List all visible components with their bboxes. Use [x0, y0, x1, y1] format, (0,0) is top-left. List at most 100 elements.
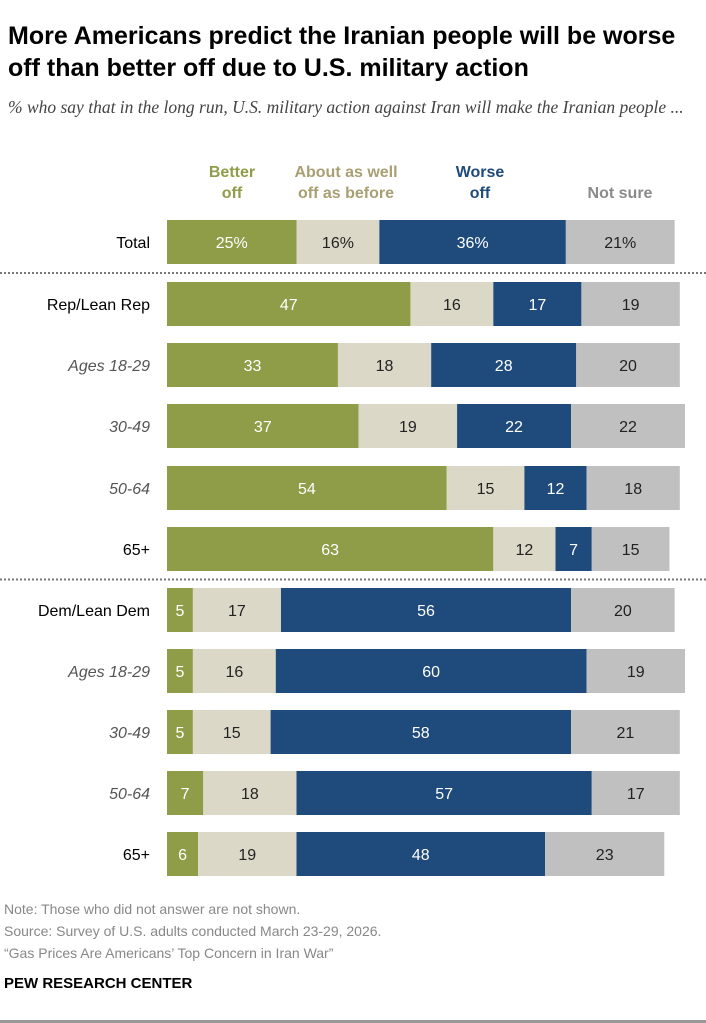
- category-label: Ages 18-29: [67, 358, 150, 375]
- data-label: 12: [547, 481, 565, 498]
- category-label: Total: [116, 235, 150, 252]
- data-label: 17: [627, 786, 645, 803]
- bar-segment: [167, 466, 447, 510]
- bar-segment: [545, 832, 665, 876]
- data-label: 20: [614, 603, 632, 620]
- chart-subtitle: % who say that in the long run, U.S. mil…: [8, 97, 684, 117]
- bar-segment: [167, 527, 494, 571]
- data-label: 5: [175, 725, 184, 742]
- category-label: Dem/Lean Dem: [38, 603, 150, 620]
- data-label: 22: [619, 419, 637, 436]
- source-text: Source: Survey of U.S. adults conducted …: [4, 923, 382, 939]
- bar-segment: [167, 710, 193, 754]
- data-label: 15: [223, 725, 241, 742]
- data-label: 60: [422, 664, 440, 681]
- bar-segment: [493, 527, 556, 571]
- bar-segment: [457, 404, 572, 448]
- legend-label: Worse: [455, 164, 505, 181]
- data-label: 19: [238, 847, 256, 864]
- bar-segment: [275, 649, 587, 693]
- bar-segment: [192, 710, 271, 754]
- data-label: 54: [298, 481, 316, 498]
- data-label: 47: [280, 297, 298, 314]
- data-label: 7: [569, 542, 578, 559]
- data-label: 7: [181, 786, 190, 803]
- bar-segment: [571, 404, 685, 448]
- category-label: 65+: [123, 542, 150, 559]
- bar-segment: [270, 710, 572, 754]
- data-label: 19: [627, 664, 645, 681]
- bar-segment: [296, 832, 546, 876]
- bottom-divider: [0, 1020, 706, 1023]
- data-label: 37: [254, 419, 272, 436]
- data-label: 17: [228, 603, 246, 620]
- category-label: Ages 18-29: [67, 664, 150, 681]
- bar-segment: [280, 588, 572, 632]
- data-label: 12: [516, 542, 534, 559]
- data-label: 18: [241, 786, 259, 803]
- note-text: Note: Those who did not answer are not s…: [4, 901, 301, 917]
- legend-item: Not sure: [550, 162, 690, 204]
- pew-logo-text: PEW RESEARCH CENTER: [4, 975, 193, 992]
- legend-label: Not sure: [587, 185, 653, 202]
- stacked-bar-chart: Total 25% 16% 36% 21% Rep/Lean Rep 47 16 17 19 Age…: [0, 220, 706, 876]
- data-label: 19: [622, 297, 640, 314]
- legend-label: About as well: [294, 164, 398, 181]
- bar-segment: [296, 771, 592, 815]
- bar-segment: [358, 404, 458, 448]
- data-label: 21: [617, 725, 635, 742]
- legend-item: About as well off as before: [276, 162, 416, 204]
- category-label: Rep/Lean Rep: [47, 297, 150, 314]
- bar-segment: [586, 649, 685, 693]
- data-label: 18: [376, 358, 394, 375]
- bar-segment: [555, 527, 592, 571]
- bar-segment: [167, 649, 193, 693]
- data-label: 57: [435, 786, 453, 803]
- data-label: 17: [528, 297, 546, 314]
- legend-item: Better off: [162, 162, 302, 204]
- bar-segment: [565, 220, 675, 264]
- bar-segment: [203, 771, 297, 815]
- data-label: 48: [412, 847, 430, 864]
- bar-segment: [493, 282, 582, 326]
- bar-segment: [167, 282, 411, 326]
- bar-segment: [431, 343, 577, 387]
- report-title: “Gas Prices Are Americans’ Top Concern i…: [4, 945, 334, 961]
- data-label: 23: [596, 847, 614, 864]
- bar-segment: [446, 466, 525, 510]
- bar-segment: [571, 710, 680, 754]
- legend-label: Better: [208, 164, 256, 181]
- legend-label: off as before: [297, 185, 394, 202]
- bar-segment: [192, 588, 281, 632]
- category-label: 65+: [123, 847, 150, 864]
- data-label: 25%: [216, 235, 248, 252]
- data-label: 5: [175, 664, 184, 681]
- bar-segment: [167, 343, 338, 387]
- bar-segment: [571, 588, 675, 632]
- data-label: 18: [624, 481, 642, 498]
- bar-segment: [581, 282, 680, 326]
- legend-label: off: [469, 185, 491, 202]
- bar-segment: [591, 527, 670, 571]
- bar-segment: [524, 466, 587, 510]
- bar-segment: [296, 220, 380, 264]
- category-label: 30-49: [109, 419, 150, 436]
- data-label: 16%: [322, 235, 354, 252]
- bar-segment: [586, 466, 680, 510]
- bar-segment: [167, 404, 359, 448]
- data-label: 22: [505, 419, 523, 436]
- data-label: 28: [495, 358, 513, 375]
- bar-segment: [167, 220, 297, 264]
- category-label: 50-64: [109, 481, 150, 498]
- bar-segment: [167, 832, 199, 876]
- bar-segment: [591, 771, 680, 815]
- bar-segment: [410, 282, 494, 326]
- notes: Note: Those who did not answer are not s…: [4, 898, 381, 964]
- data-label: 15: [622, 542, 640, 559]
- data-label: 15: [477, 481, 495, 498]
- bar-segment: [167, 771, 204, 815]
- category-label: 50-64: [109, 786, 150, 803]
- data-label: 20: [619, 358, 637, 375]
- data-label: 58: [412, 725, 430, 742]
